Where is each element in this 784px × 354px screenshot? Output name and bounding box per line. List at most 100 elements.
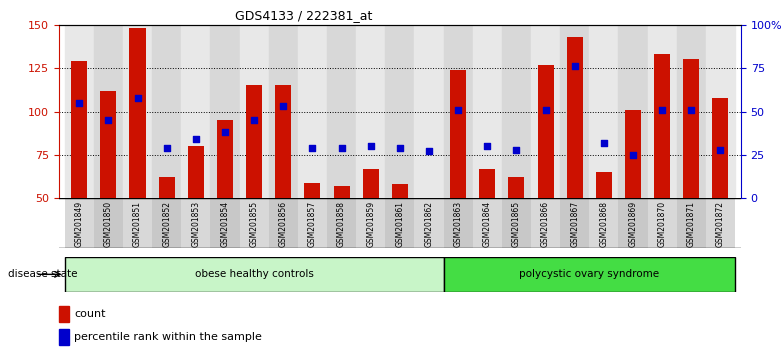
Text: GSM201866: GSM201866 xyxy=(541,201,550,247)
Point xyxy=(510,147,523,153)
Text: GSM201869: GSM201869 xyxy=(629,201,637,247)
Bar xyxy=(363,169,379,198)
Bar xyxy=(217,120,233,198)
Bar xyxy=(684,59,699,198)
Bar xyxy=(421,198,437,202)
Bar xyxy=(479,169,495,198)
Bar xyxy=(100,91,116,198)
Bar xyxy=(64,25,94,198)
Bar xyxy=(129,28,146,198)
Text: GSM201868: GSM201868 xyxy=(600,201,608,247)
Bar xyxy=(94,25,123,198)
Bar xyxy=(502,198,531,248)
Bar xyxy=(473,198,502,248)
Bar xyxy=(706,198,735,248)
Bar xyxy=(508,177,524,198)
Bar xyxy=(385,25,415,198)
Text: GDS4133 / 222381_at: GDS4133 / 222381_at xyxy=(235,9,372,22)
Bar xyxy=(298,198,327,248)
Point xyxy=(685,107,698,113)
Text: GSM201855: GSM201855 xyxy=(249,201,259,247)
Bar xyxy=(240,198,269,248)
Bar xyxy=(64,257,444,292)
Point xyxy=(656,107,669,113)
Bar xyxy=(71,61,87,198)
Point xyxy=(336,145,348,151)
Bar xyxy=(246,85,262,198)
Bar xyxy=(210,198,240,248)
Bar xyxy=(333,186,350,198)
Bar xyxy=(269,25,298,198)
Bar xyxy=(648,25,677,198)
Point xyxy=(190,136,202,142)
Bar xyxy=(415,198,444,248)
Bar xyxy=(327,25,356,198)
Text: polycystic ovary syndrome: polycystic ovary syndrome xyxy=(519,269,659,279)
Bar xyxy=(677,25,706,198)
Text: obese healthy controls: obese healthy controls xyxy=(194,269,314,279)
Point xyxy=(539,107,552,113)
Point xyxy=(248,118,260,123)
Text: GSM201870: GSM201870 xyxy=(658,201,666,247)
Bar xyxy=(304,183,321,198)
Bar xyxy=(596,172,612,198)
Text: count: count xyxy=(74,309,106,319)
Text: GSM201850: GSM201850 xyxy=(103,201,113,247)
Point xyxy=(568,64,581,69)
Bar xyxy=(450,70,466,198)
Text: GSM201852: GSM201852 xyxy=(162,201,171,247)
Bar xyxy=(385,198,415,248)
Bar xyxy=(123,198,152,248)
Bar xyxy=(275,85,292,198)
Text: GSM201851: GSM201851 xyxy=(133,201,142,247)
Point xyxy=(597,140,610,145)
Text: GSM201853: GSM201853 xyxy=(191,201,200,247)
Bar xyxy=(152,25,181,198)
Point xyxy=(306,145,318,151)
Bar xyxy=(356,25,385,198)
Bar xyxy=(654,54,670,198)
Bar xyxy=(619,198,648,248)
Bar xyxy=(560,25,590,198)
Text: GSM201865: GSM201865 xyxy=(512,201,521,247)
Point xyxy=(481,143,494,149)
Bar xyxy=(444,25,473,198)
Bar xyxy=(567,37,583,198)
Point xyxy=(452,107,464,113)
Bar xyxy=(625,110,641,198)
Point xyxy=(219,130,231,135)
Text: disease state: disease state xyxy=(8,269,78,279)
Point xyxy=(626,152,639,158)
Point xyxy=(365,143,377,149)
Bar xyxy=(392,184,408,198)
Bar xyxy=(59,329,69,345)
Bar xyxy=(531,198,560,248)
Bar xyxy=(590,25,619,198)
Bar xyxy=(538,65,554,198)
Text: GSM201857: GSM201857 xyxy=(308,201,317,247)
Bar xyxy=(64,198,94,248)
Text: GSM201856: GSM201856 xyxy=(279,201,288,247)
Text: GSM201872: GSM201872 xyxy=(716,201,725,247)
Bar xyxy=(677,198,706,248)
Bar xyxy=(415,25,444,198)
Bar xyxy=(356,198,385,248)
Bar xyxy=(94,198,123,248)
Bar xyxy=(619,25,648,198)
Point xyxy=(714,147,727,153)
Bar xyxy=(188,146,204,198)
Bar xyxy=(706,25,735,198)
Text: GSM201861: GSM201861 xyxy=(395,201,405,247)
Bar xyxy=(298,25,327,198)
Bar xyxy=(158,177,175,198)
Bar xyxy=(473,25,502,198)
Bar xyxy=(327,198,356,248)
Text: GSM201858: GSM201858 xyxy=(337,201,346,247)
Bar xyxy=(240,25,269,198)
Bar xyxy=(590,198,619,248)
Bar xyxy=(210,25,240,198)
Bar xyxy=(269,198,298,248)
Point xyxy=(102,118,114,123)
Point xyxy=(161,145,173,151)
Point xyxy=(394,145,406,151)
